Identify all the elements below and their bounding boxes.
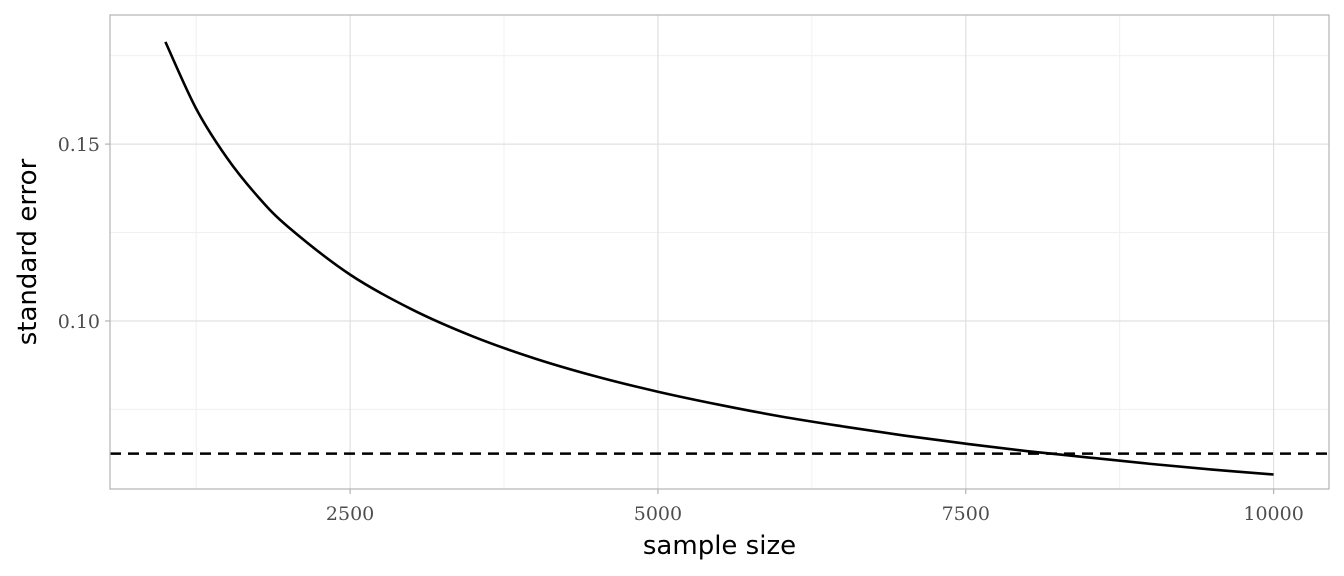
standard-error-curve <box>164 41 1274 476</box>
minor-grid <box>110 15 1329 489</box>
y-tick-label: 0.10 <box>58 311 100 333</box>
y-tick-label: 0.15 <box>58 134 100 156</box>
x-axis: 2500 5000 7500 10000 <box>326 489 1304 525</box>
y-axis-title: standard error <box>13 158 43 345</box>
x-tick-label: 2500 <box>326 503 374 525</box>
y-axis: 0.10 0.15 <box>58 134 110 333</box>
panel-border <box>109 14 1330 490</box>
series-layer <box>164 41 1274 476</box>
x-tick-label: 5000 <box>634 503 682 525</box>
major-grid <box>110 15 1329 489</box>
x-tick-label: 10000 <box>1243 503 1303 525</box>
x-tick-label: 7500 <box>942 503 990 525</box>
x-axis-title: sample size <box>643 531 796 561</box>
